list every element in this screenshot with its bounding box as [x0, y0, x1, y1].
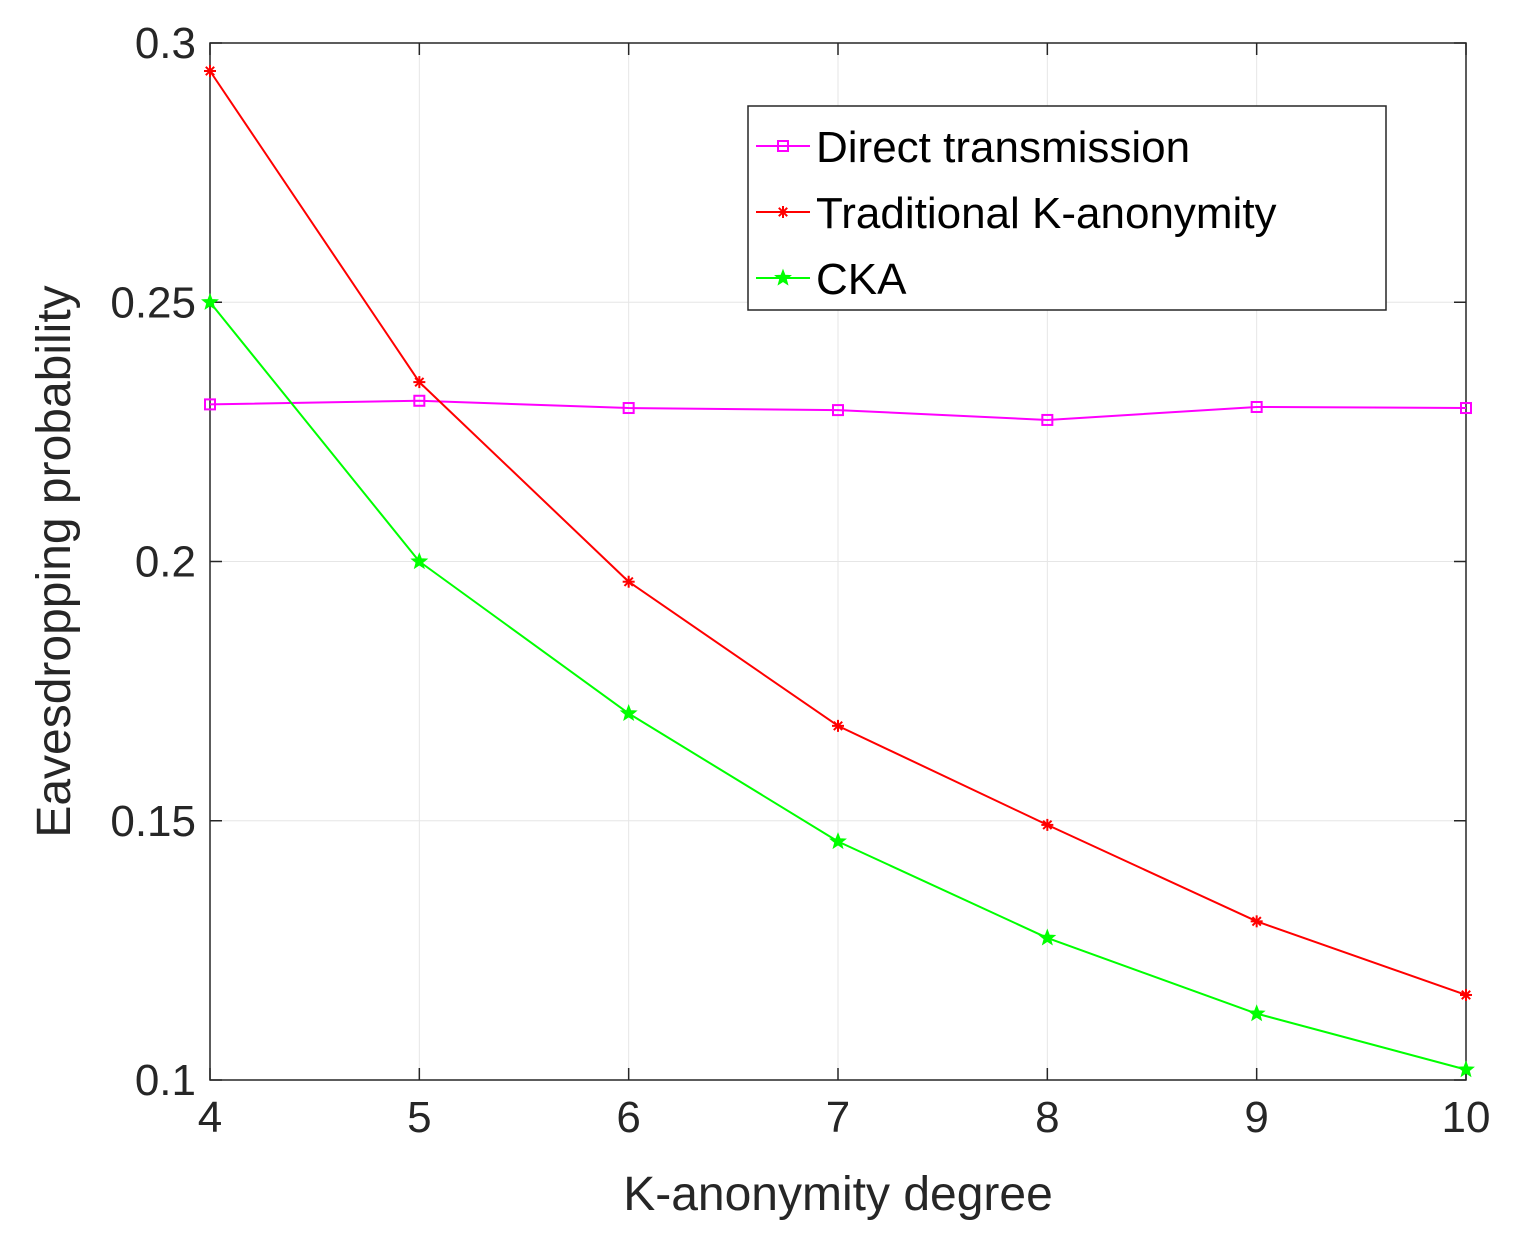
- legend-item: Direct transmission: [756, 123, 1190, 172]
- legend-label: CKA: [816, 255, 907, 304]
- data-point-traditional-k-anonymity: [1250, 915, 1263, 928]
- x-tick-label: 8: [1035, 1093, 1059, 1142]
- x-axis-label: K-anonymity degree: [623, 1168, 1053, 1221]
- data-point-direct-transmission: [622, 402, 635, 415]
- y-tick-label: 0.3: [135, 19, 196, 68]
- legend-item: CKA: [756, 255, 907, 304]
- series-direct-transmission: [204, 394, 1472, 426]
- data-point-cka: [1038, 928, 1057, 946]
- y-axis-label: Eavesdropping probability: [28, 285, 81, 837]
- data-point-direct-transmission: [413, 394, 426, 407]
- legend-marker: [777, 206, 789, 218]
- data-point-direct-transmission: [1250, 400, 1263, 413]
- legend-marker: [777, 140, 789, 152]
- data-point-direct-transmission: [1041, 413, 1054, 426]
- data-point-cka: [201, 292, 219, 310]
- y-tick-label: 0.15: [110, 797, 196, 846]
- legend-label: Direct transmission: [816, 123, 1190, 172]
- series-cka: [201, 292, 1475, 1078]
- data-point-cka: [829, 832, 847, 850]
- x-tick-label: 9: [1244, 1093, 1268, 1142]
- legend-item: Traditional K-anonymity: [756, 189, 1277, 238]
- data-point-cka: [1457, 1060, 1475, 1078]
- data-point-traditional-k-anonymity: [1460, 988, 1472, 1001]
- x-tick-label: 5: [407, 1093, 431, 1142]
- y-tick-label: 0.1: [135, 1056, 196, 1105]
- x-tick-label: 7: [826, 1093, 850, 1142]
- data-point-direct-transmission: [832, 404, 844, 417]
- legend: Direct transmission Traditional K-anonymi…: [747, 105, 1387, 311]
- series-line-direct-transmission: [209, 399, 1467, 421]
- data-point-traditional-k-anonymity: [413, 376, 426, 389]
- x-tick-label: 6: [616, 1093, 640, 1142]
- data-point-direct-transmission: [1460, 402, 1472, 415]
- x-tick-label: 10: [1442, 1093, 1491, 1142]
- y-tick-label: 0.25: [110, 278, 196, 327]
- axis-ticks: 4 5 6 7 8 9 10 0.1 0.15 0.2 0.25 0.3: [110, 19, 1490, 1142]
- data-point-cka: [1247, 1004, 1266, 1022]
- series-traditional-k-anonymity: [204, 64, 1472, 1001]
- data-point-traditional-k-anonymity: [204, 64, 216, 77]
- data-point-traditional-k-anonymity: [832, 719, 844, 732]
- data-point-traditional-k-anonymity: [1041, 818, 1054, 831]
- legend-box: [747, 105, 1387, 311]
- series-group: [201, 64, 1475, 1078]
- legend-label: Traditional K-anonymity: [816, 189, 1277, 238]
- data-point-direct-transmission: [204, 398, 216, 411]
- data-point-cka: [410, 552, 429, 570]
- legend-marker: [774, 268, 792, 286]
- data-point-cka: [619, 704, 638, 722]
- data-point-traditional-k-anonymity: [622, 575, 635, 588]
- x-tick-label: 4: [198, 1093, 222, 1142]
- y-tick-label: 0.2: [135, 538, 196, 587]
